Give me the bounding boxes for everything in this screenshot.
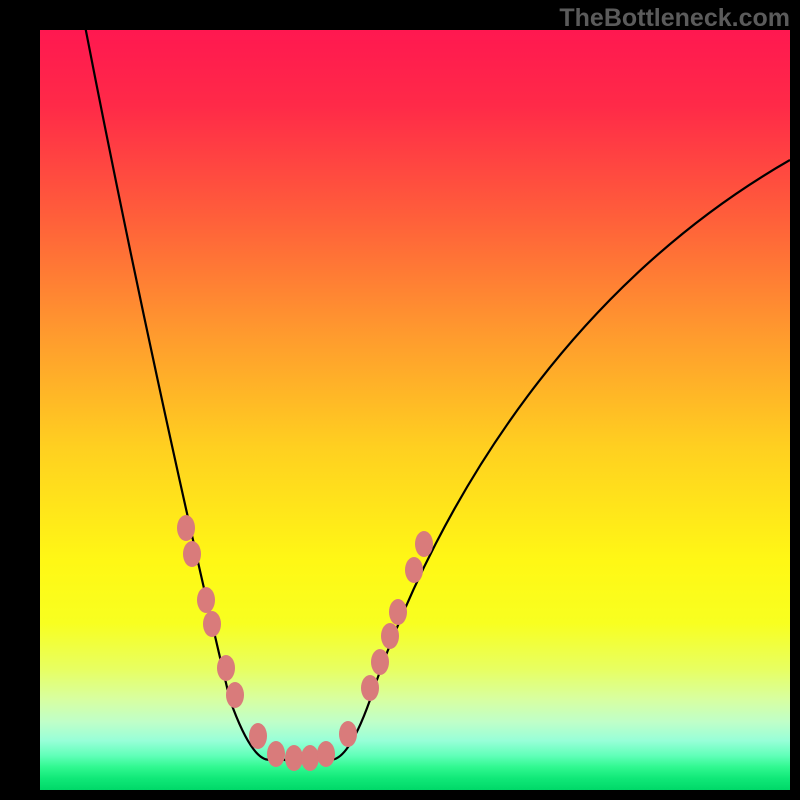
data-marker <box>226 682 244 708</box>
data-marker <box>381 623 399 649</box>
data-marker <box>389 599 407 625</box>
data-marker <box>301 745 319 771</box>
watermark-text: TheBottleneck.com <box>559 4 790 33</box>
plot-area <box>40 30 790 790</box>
data-marker <box>317 741 335 767</box>
data-marker <box>267 741 285 767</box>
data-marker <box>339 721 357 747</box>
data-marker <box>203 611 221 637</box>
data-marker <box>183 541 201 567</box>
chart-canvas: TheBottleneck.com <box>0 0 800 800</box>
data-marker <box>415 531 433 557</box>
plot-svg <box>40 30 790 790</box>
data-marker <box>371 649 389 675</box>
data-marker <box>177 515 195 541</box>
data-marker <box>217 655 235 681</box>
data-marker <box>249 723 267 749</box>
data-marker <box>285 745 303 771</box>
data-marker <box>361 675 379 701</box>
data-marker <box>405 557 423 583</box>
data-marker <box>197 587 215 613</box>
gradient-background <box>40 30 790 790</box>
